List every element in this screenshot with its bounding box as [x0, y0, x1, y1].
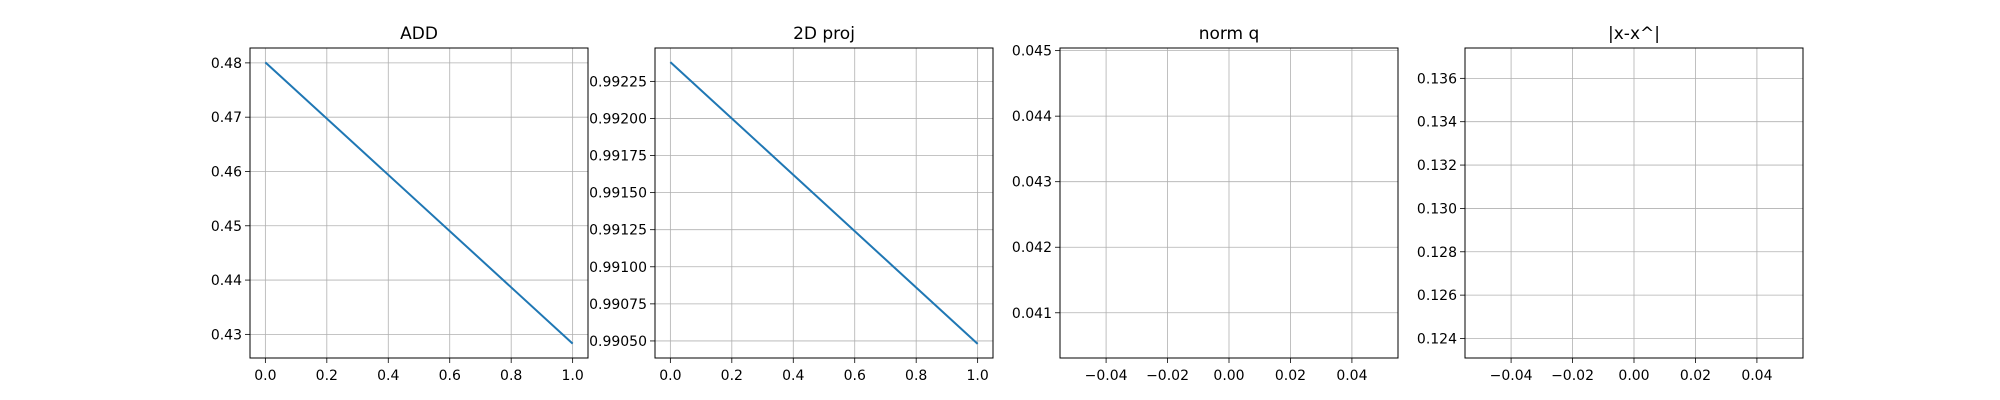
y-tick-label: 0.132: [1417, 158, 1457, 174]
x-tick-label: 0.04: [1741, 368, 1772, 384]
x-tick-label: −0.02: [1551, 368, 1594, 384]
x-tick-label: 1.0: [562, 368, 584, 384]
data-line: [264, 61, 574, 345]
y-tick-label: 0.042: [1012, 240, 1052, 256]
y-tick-label: 0.46: [211, 164, 242, 180]
y-tick-label: 0.99150: [589, 186, 647, 202]
x-tick-label: 0.6: [844, 368, 866, 384]
x-tick-label: −0.04: [1085, 368, 1128, 384]
x-tick-label: 0.4: [377, 368, 399, 384]
subplot-title: 2D proj: [793, 24, 855, 44]
data-line: [669, 61, 979, 345]
x-tick-label: −0.02: [1146, 368, 1189, 384]
x-tick-label: 0.02: [1680, 368, 1711, 384]
x-tick-label: 0.02: [1275, 368, 1306, 384]
axes-frame: [249, 47, 589, 359]
x-tick-label: 0.4: [782, 368, 804, 384]
y-tick-label: 0.44: [211, 273, 242, 289]
x-tick-label: 0.0: [254, 368, 276, 384]
x-tick-label: 0.00: [1213, 368, 1244, 384]
x-tick-label: 0.04: [1336, 368, 1367, 384]
y-tick-label: 0.99175: [589, 149, 647, 165]
subplot-title: norm q: [1199, 24, 1260, 44]
subplot-4: −0.04 −0.02 0.00 0.02 0.04 0.124 0.126 0.128 0.1…: [1417, 24, 1804, 384]
y-tick-label: 0.47: [211, 110, 242, 126]
y-tick-label: 0.43: [211, 327, 242, 343]
subplot-3: −0.04 −0.02 0.00 0.02 0.04 0.041 0.042 0.043 0.0…: [1012, 24, 1399, 384]
y-tick-label: 0.99050: [589, 334, 647, 350]
y-tick-label: 0.99125: [589, 223, 647, 239]
subplot-2: 0.0 0.2 0.4 0.6 0.8 1.0 0.99050 0.99075 0.99100 0…: [589, 24, 994, 384]
x-tick-label: 0.8: [500, 368, 522, 384]
y-tick-label: 0.45: [211, 219, 242, 235]
y-tick-label: 0.99225: [589, 74, 647, 90]
y-tick-label: 0.124: [1417, 331, 1457, 347]
y-tick-label: 0.041: [1012, 306, 1052, 322]
y-tick-label: 0.99075: [589, 297, 647, 313]
y-tick-label: 0.128: [1417, 245, 1457, 261]
y-tick-label: 0.043: [1012, 175, 1052, 191]
y-tick-label: 0.48: [211, 56, 242, 72]
subplot-title: ADD: [400, 24, 438, 44]
y-tick-label: 0.126: [1417, 288, 1457, 304]
x-tick-label: −0.04: [1490, 368, 1533, 384]
y-tick-label: 0.044: [1012, 109, 1052, 125]
y-tick-label: 0.134: [1417, 115, 1457, 131]
y-tick-label: 0.99200: [589, 111, 647, 127]
y-tick-label: 0.045: [1012, 44, 1052, 60]
x-tick-label: 0.2: [316, 368, 338, 384]
x-tick-label: 0.0: [659, 368, 681, 384]
x-tick-label: 0.8: [905, 368, 927, 384]
x-tick-label: 1.0: [967, 368, 989, 384]
axes-frame: [654, 47, 994, 359]
x-tick-label: 0.6: [439, 368, 461, 384]
y-tick-label: 0.130: [1417, 201, 1457, 217]
subplot-title: |x-x^|: [1608, 24, 1660, 44]
y-tick-label: 0.136: [1417, 71, 1457, 87]
subplot-1: 0.0 0.2 0.4 0.6 0.8 1.0 0.43 0.44 0.45 0.46 0.47 0.…: [211, 24, 589, 384]
y-tick-label: 0.99100: [589, 260, 647, 276]
x-tick-label: 0.2: [721, 368, 743, 384]
x-tick-label: 0.00: [1618, 368, 1649, 384]
